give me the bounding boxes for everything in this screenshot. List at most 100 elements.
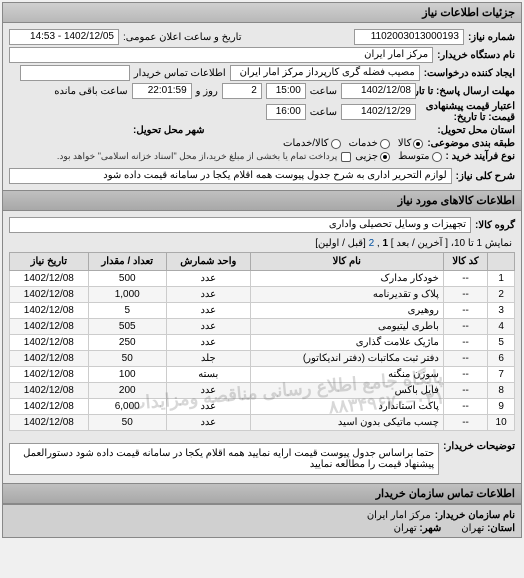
buytype-label: نوع فرآیند خرید :: [446, 151, 515, 162]
buyer-desc-label: توضیحات خریدار:: [443, 441, 515, 452]
pagination-page2[interactable]: 2: [369, 238, 375, 249]
contact-field: [20, 65, 130, 81]
deliver-city-label: شهر محل تحویل:: [133, 125, 205, 136]
footer-body: نام سازمان خریدار: مرکز امار ایران استان…: [3, 504, 521, 537]
table-header: [488, 253, 515, 271]
radio-jozi[interactable]: [380, 152, 390, 162]
table-cell: 1: [488, 271, 515, 287]
deadline-send-label: مهلت ارسال پاسخ: تا تاریخ:: [420, 86, 515, 97]
contact-label: اطلاعات تماس خریدار: [134, 68, 226, 79]
pub-date-field: 1402/12/05 - 14:53: [9, 29, 119, 45]
table-cell: عدد: [166, 335, 250, 351]
table-cell: --: [443, 303, 487, 319]
radio-khadamat[interactable]: [380, 139, 390, 149]
table-cell: 200: [88, 383, 166, 399]
table-cell: 50: [88, 351, 166, 367]
deadline-send-time: 15:00: [266, 83, 306, 99]
days-field: 2: [222, 83, 262, 99]
table-cell: 50: [88, 415, 166, 431]
table-row: 9--پاکت استانداردعدد6,0001402/12/08: [10, 399, 515, 415]
table-cell: 505: [88, 319, 166, 335]
table-cell: 1402/12/08: [10, 335, 89, 351]
goods-table: کد کالانام کالاواحد شمارشتعداد / مقدارتا…: [9, 252, 515, 431]
pagination: نمایش 1 تا 10، [ آخرین / بعد ] 1 , 2 [قب…: [9, 235, 515, 252]
req-no-field: 1102003013000193: [354, 29, 464, 45]
table-cell: 8: [488, 383, 515, 399]
checkbox-note[interactable]: [341, 152, 351, 162]
table-cell: 5: [488, 335, 515, 351]
table-cell: فایل باکس: [250, 383, 443, 399]
table-cell: 1,000: [88, 287, 166, 303]
table-cell: چسب ماتیکی بدون اسید: [250, 415, 443, 431]
table-row: 2--پلاک و تقدیرنامهعدد1,0001402/12/08: [10, 287, 515, 303]
radio-jozi-label: جزیی: [355, 151, 378, 162]
table-cell: 1402/12/08: [10, 399, 89, 415]
table-cell: 1402/12/08: [10, 303, 89, 319]
radio-kalakhadamat-label: کالا/خدمات: [283, 138, 329, 149]
table-row: 10--چسب ماتیکی بدون اسیدعدد501402/12/08: [10, 415, 515, 431]
deliver-prov-label: استان محل تحویل:: [437, 125, 515, 136]
table-cell: عدد: [166, 415, 250, 431]
table-cell: سوزن منگنه: [250, 367, 443, 383]
table-cell: --: [443, 383, 487, 399]
table-cell: عدد: [166, 303, 250, 319]
table-cell: خودکار مدارک: [250, 271, 443, 287]
valid-date: 1402/12/29: [341, 104, 416, 120]
req-no-label: شماره نیاز:: [468, 32, 515, 43]
table-cell: 100: [88, 367, 166, 383]
table-cell: باطری لیتیومی: [250, 319, 443, 335]
buyer-desc-text: حتما براساس جدول پیوست قیمت ارایه نمایید…: [9, 443, 439, 475]
table-header: تاریخ نیاز: [10, 253, 89, 271]
table-cell: 6: [488, 351, 515, 367]
buytype-radio-group: متوسط جزیی: [355, 151, 441, 162]
table-header: تعداد / مقدار: [88, 253, 166, 271]
table-cell: 1402/12/08: [10, 351, 89, 367]
goods-header: اطلاعات کالاهای مورد نیاز: [3, 190, 521, 211]
pagination-suffix: [قبل / اولین]: [315, 238, 366, 249]
table-cell: 1402/12/08: [10, 415, 89, 431]
radio-kala[interactable]: [413, 139, 423, 149]
pack-radio-group: کالا خدمات کالا/خدمات: [283, 138, 423, 149]
radio-kalakhadamat[interactable]: [331, 139, 341, 149]
valid-time: 16:00: [266, 104, 306, 120]
table-cell: --: [443, 415, 487, 431]
radio-motavaset[interactable]: [432, 152, 442, 162]
group-field: تجهیزات و وسایل تحصیلی واداری: [9, 217, 471, 233]
table-cell: 1402/12/08: [10, 271, 89, 287]
table-cell: 1402/12/08: [10, 319, 89, 335]
pub-date-label: تاریخ و ساعت اعلان عمومی:: [123, 32, 242, 43]
day-label: روز و: [196, 86, 218, 97]
table-cell: پاکت استاندارد: [250, 399, 443, 415]
buyer-desc-section: توضیحات خریدار: حتما براساس جدول پیوست ق…: [3, 435, 521, 483]
table-cell: عدد: [166, 399, 250, 415]
city-label: شهر:: [419, 523, 441, 534]
table-cell: 1402/12/08: [10, 287, 89, 303]
goods-body: گروه کالا: تجهیزات و وسایل تحصیلی واداری…: [3, 211, 521, 435]
table-cell: عدد: [166, 383, 250, 399]
table-cell: 3: [488, 303, 515, 319]
deadline-send-date: 1402/12/08: [341, 83, 416, 99]
table-cell: 7: [488, 367, 515, 383]
org-value: مرکز امار ایران: [367, 510, 431, 521]
table-row: 1--خودکار مدارکعدد5001402/12/08: [10, 271, 515, 287]
desc-label: شرح کلی نیاز:: [456, 171, 515, 182]
table-row: 7--سوزن منگنهبسته1001402/12/08: [10, 367, 515, 383]
table-row: 3--روهیریعدد51402/12/08: [10, 303, 515, 319]
time-label-2: ساعت: [310, 107, 337, 118]
prov-label: استان:: [487, 523, 515, 534]
table-cell: 250: [88, 335, 166, 351]
table-cell: 500: [88, 271, 166, 287]
table-cell: بسته: [166, 367, 250, 383]
radio-khadamat-label: خدمات: [349, 138, 378, 149]
table-cell: عدد: [166, 287, 250, 303]
valid-label: اعتبار قیمت پیشنهادی قیمت: تا تاریخ:: [420, 101, 515, 123]
prov-value: تهران: [461, 523, 484, 534]
pagination-text: نمایش 1 تا 10، [ آخرین / بعد ]: [388, 238, 512, 249]
panel-title: جزئیات اطلاعات نیاز: [3, 3, 521, 23]
table-cell: 4: [488, 319, 515, 335]
creator-field: مصیب فضله گری کارپرداز مرکز امار ایران: [230, 65, 420, 81]
table-cell: 5: [88, 303, 166, 319]
table-header: کد کالا: [443, 253, 487, 271]
table-cell: ماژیک علامت گذاری: [250, 335, 443, 351]
table-cell: 6,000: [88, 399, 166, 415]
